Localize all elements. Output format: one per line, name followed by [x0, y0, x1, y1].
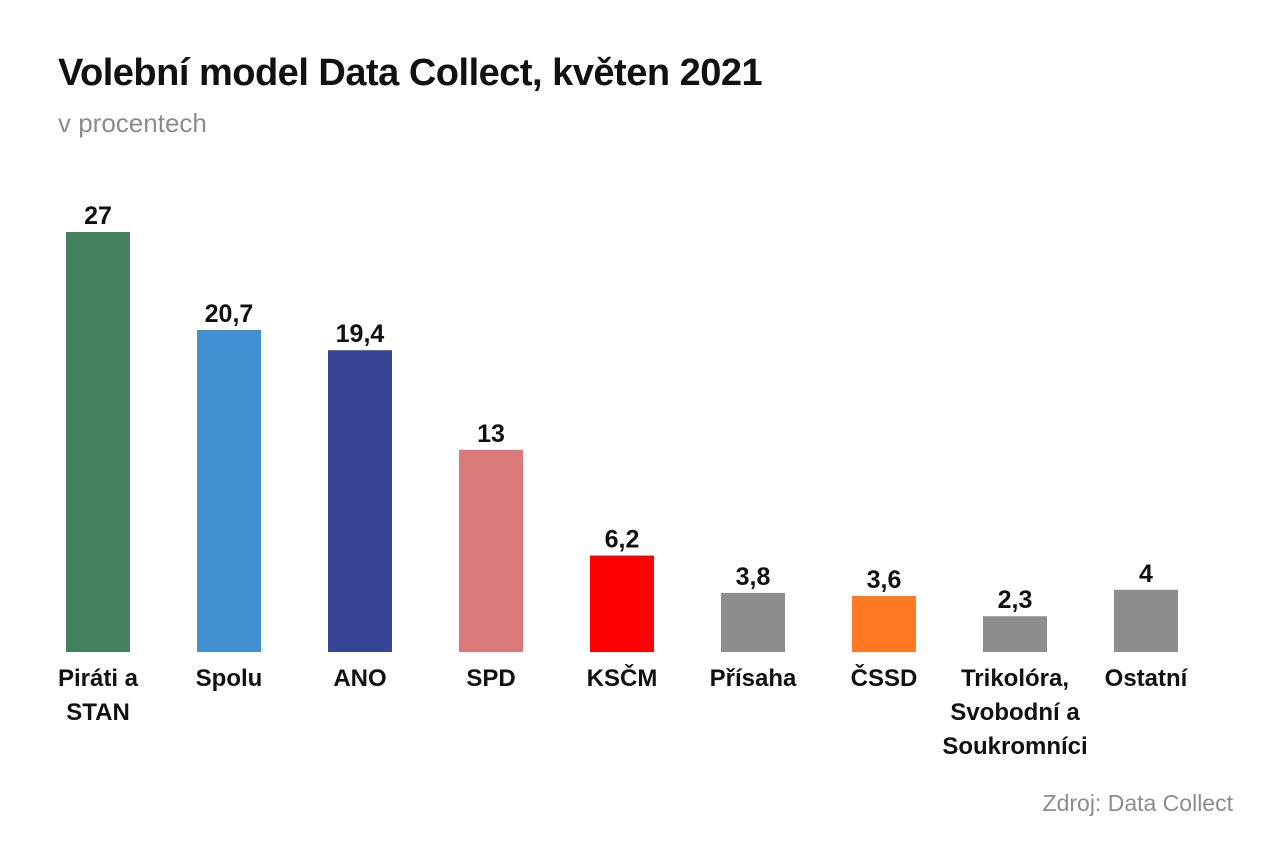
bar-8 — [1114, 589, 1178, 652]
category-label-5: Přísaha — [710, 665, 797, 692]
category-label-1: Spolu — [196, 665, 263, 692]
chart-title: Volební model Data Collect, květen 2021 — [58, 52, 763, 94]
category-label-7: Trikolóra, Svobodní a Soukromníci — [942, 665, 1087, 760]
bar-6 — [852, 596, 916, 652]
category-label-3: SPD — [466, 665, 515, 692]
category-label-8: Ostatní — [1105, 665, 1189, 692]
value-label-3: 13 — [477, 420, 505, 448]
bar-2 — [328, 350, 392, 652]
bar-7 — [983, 616, 1047, 652]
value-label-1: 20,7 — [205, 300, 254, 328]
category-label-0: Piráti a STAN — [58, 665, 139, 726]
bar-0 — [66, 232, 130, 652]
source-note: Zdroj: Data Collect — [1042, 790, 1233, 816]
bar-4 — [590, 555, 654, 652]
value-label-6: 3,6 — [867, 566, 902, 594]
bar-1 — [197, 330, 261, 652]
bar-5 — [721, 592, 785, 652]
category-label-4: KSČM — [587, 664, 658, 692]
category-label-6: ČSSD — [851, 664, 918, 692]
value-label-8: 4 — [1139, 560, 1153, 588]
value-label-0: 27 — [84, 202, 112, 230]
bar-3 — [459, 449, 523, 652]
value-label-5: 3,8 — [736, 563, 771, 591]
value-label-7: 2,3 — [998, 586, 1033, 614]
category-label-2: ANO — [333, 665, 386, 692]
value-label-4: 6,2 — [605, 526, 640, 554]
chart-subtitle: v procentech — [58, 108, 207, 138]
value-label-2: 19,4 — [336, 320, 385, 348]
